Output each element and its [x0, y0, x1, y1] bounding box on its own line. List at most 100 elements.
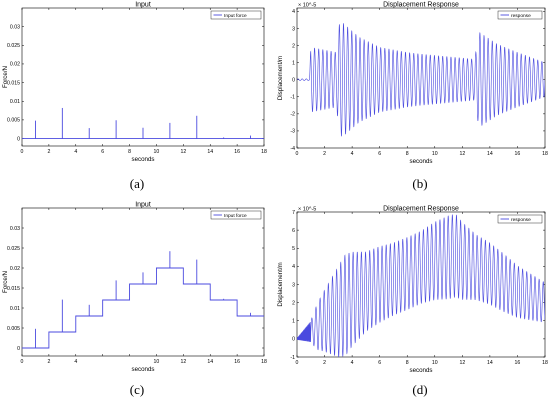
- y-tick-label: 0.005: [7, 326, 20, 332]
- x-tick-label: 18: [542, 151, 548, 157]
- plot-area: [296, 211, 546, 358]
- x-tick-label: 12: [459, 151, 465, 157]
- panel-label-c: (c): [129, 382, 145, 397]
- y-tick-label: 0.025: [7, 246, 20, 252]
- y-tick-label: 4: [292, 264, 295, 270]
- x-axis-label: seconds: [409, 158, 432, 165]
- x-tick-label: 0: [296, 360, 299, 366]
- x-tick-label: 2: [47, 149, 50, 155]
- y-tick-label: 0.02: [10, 266, 20, 272]
- x-axis-label: seconds: [131, 156, 154, 163]
- y-tick-label: 0.005: [7, 118, 20, 124]
- y-tick-label: 6: [292, 228, 295, 234]
- x-tick-label: 8: [406, 360, 409, 366]
- y-tick-label: 0.015: [7, 286, 20, 292]
- y-tick-label: 0.025: [7, 43, 20, 49]
- y-tick-label: 0.03: [10, 226, 20, 232]
- y-tick-label: -1: [290, 355, 295, 361]
- x-tick-label: 16: [515, 151, 521, 157]
- x-tick-label: 4: [74, 359, 77, 365]
- chart-title: Input: [135, 202, 151, 209]
- x-tick-label: 0: [296, 151, 299, 157]
- legend-box: [497, 10, 543, 20]
- y-tick-label: 3: [292, 282, 295, 288]
- y-tick-label: -3: [290, 129, 295, 135]
- y-tick-label: 5: [292, 246, 295, 252]
- response-line: [297, 214, 545, 357]
- x-tick-label: 14: [207, 149, 213, 155]
- x-tick-label: 4: [351, 151, 354, 157]
- legend-label: Input force: [224, 213, 247, 219]
- x-tick-label: 6: [378, 360, 381, 366]
- x-tick-label: 6: [378, 151, 381, 157]
- y-tick-label: 0: [17, 136, 20, 142]
- chart-panel-d: Displacement Response × 10^-5 0 2 4 6 8 10 12 14 1…: [275, 200, 550, 378]
- legend-box: [497, 214, 543, 224]
- y-axis-label: Force/N: [2, 271, 9, 293]
- legend-label: response: [511, 13, 531, 19]
- x-tick-label: 0: [21, 359, 24, 365]
- x-axis-label: seconds: [409, 367, 432, 374]
- y-tick-label: 2: [292, 43, 295, 49]
- y-exponent-label: × 10^-5: [298, 3, 316, 9]
- x-tick-label: 10: [432, 151, 438, 157]
- x-tick-label: 12: [180, 359, 186, 365]
- x-tick-label: 18: [261, 149, 267, 155]
- y-tick-label: 0: [17, 346, 20, 352]
- x-tick-label: 16: [515, 360, 521, 366]
- legend-box: [210, 210, 262, 220]
- x-tick-label: 2: [47, 359, 50, 365]
- y-tick-label: 0.01: [10, 99, 20, 105]
- series-group: [297, 214, 545, 357]
- panel-label-b: (b): [412, 176, 428, 191]
- x-tick-label: 2: [323, 360, 326, 366]
- series-group: [22, 251, 264, 349]
- y-tick-label: -2: [290, 112, 295, 118]
- y-tick-label: 0.03: [10, 24, 20, 30]
- x-tick-label: 10: [154, 359, 160, 365]
- x-tick-label: 16: [234, 359, 240, 365]
- x-tick-label: 14: [487, 360, 493, 366]
- chart-panel-c: Input 0 2 4 10 12 14 16 18 0 0.005 0.01 0.015 0.02 0.0…: [0, 200, 275, 378]
- chart-svg-c: Input 0 2 4 10 12 14 16 18 0 0.005 0.01 0.015 0.02 0.0…: [2, 202, 267, 374]
- chart-svg-b: Displacement Response× 10^-50 2 4 6 8 10 12 14 1…: [277, 2, 548, 166]
- series-group: [22, 107, 264, 139]
- y-tick-label: -4: [290, 146, 295, 152]
- y-axis-label: Displacement/m: [277, 262, 284, 306]
- y-tick-label: 0: [292, 78, 295, 84]
- panel-label-a: (a): [129, 176, 145, 191]
- y-axis-label: Displacement/m: [277, 56, 284, 100]
- x-tick-label: 18: [261, 359, 267, 365]
- y-tick-label: 0.01: [10, 306, 20, 312]
- x-axis-label: seconds: [131, 366, 154, 373]
- x-tick-label: 12: [180, 149, 186, 155]
- y-tick-label: 3: [292, 26, 295, 32]
- y-tick-label: -1: [290, 95, 295, 101]
- legend-label: Input force: [224, 13, 247, 19]
- x-tick-label: 10: [432, 360, 438, 366]
- chart-svg-a: Input 0 2 4 6 8 10 12 14 16 18 0 0.005 0.01 0.015 0.02 0…: [2, 2, 267, 164]
- chart-panel-a: Input 0 2 4 6 8 10 12 14 16 18 0 0.005 0.01 0.015 0.02 0…: [0, 0, 275, 170]
- y-tick-label: 4: [292, 9, 295, 15]
- x-tick-label: 6: [101, 149, 104, 155]
- y-tick-label: 1: [292, 319, 295, 325]
- x-tick-label: 8: [128, 149, 131, 155]
- chart-svg-d: Displacement Response× 10^-50 2 4 6 8 10 12 14 1…: [277, 206, 548, 375]
- y-tick-label: 1: [292, 60, 295, 66]
- legend-box: [210, 10, 262, 20]
- chart-panel-b: Displacement Response × 10^-5 0 2 4 6 8 10 12 14 1…: [275, 0, 550, 170]
- x-tick-label: 16: [234, 149, 240, 155]
- x-tick-label: 2: [323, 151, 326, 157]
- y-tick-label: 2: [292, 300, 295, 306]
- x-tick-label: 0: [21, 149, 24, 155]
- x-tick-label: 14: [207, 359, 213, 365]
- x-tick-label: 4: [351, 360, 354, 366]
- series-group: [297, 23, 545, 137]
- x-tick-label: 10: [154, 149, 160, 155]
- x-tick-label: 18: [542, 360, 548, 366]
- plot-area: [21, 7, 265, 147]
- panel-label-d: (d): [412, 382, 428, 397]
- y-tick-label: 0: [292, 337, 295, 343]
- y-axis-label: Force/N: [2, 66, 9, 88]
- y-tick-label: 0.015: [7, 80, 20, 86]
